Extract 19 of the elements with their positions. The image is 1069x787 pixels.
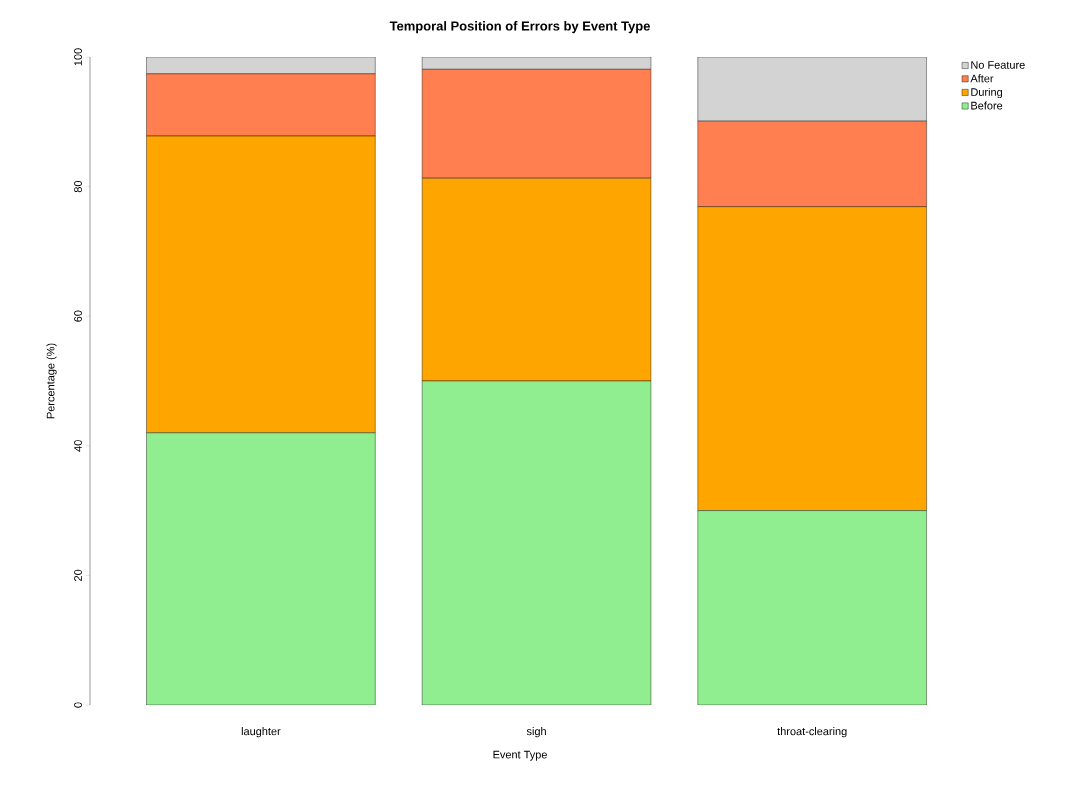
y-tick-label: 60 bbox=[74, 310, 82, 322]
y-tick-label: 0 bbox=[74, 702, 82, 708]
y-tick-label: 100 bbox=[74, 48, 82, 66]
y-tick-label: 80 bbox=[74, 180, 82, 193]
chart-title: Temporal Position of Errors by Event Type bbox=[389, 21, 650, 34]
legend-label: Before bbox=[971, 101, 1003, 110]
bar bbox=[697, 510, 927, 705]
legend-label: No Feature bbox=[971, 61, 1025, 69]
y-tick-label: 40 bbox=[74, 440, 82, 452]
x-tick-label: laughter bbox=[241, 727, 281, 738]
y-tick-label: 20 bbox=[74, 569, 82, 581]
y-axis-title: Percentage (%) bbox=[46, 343, 57, 419]
x-tick-label: sigh bbox=[526, 727, 546, 738]
legend-label: During bbox=[971, 87, 1002, 99]
x-tick-label: throat-clearing bbox=[777, 727, 847, 738]
bar bbox=[422, 381, 651, 705]
legend-label: After bbox=[970, 74, 994, 83]
x-axis-title: Event Type bbox=[493, 750, 547, 761]
bar bbox=[146, 432, 376, 705]
